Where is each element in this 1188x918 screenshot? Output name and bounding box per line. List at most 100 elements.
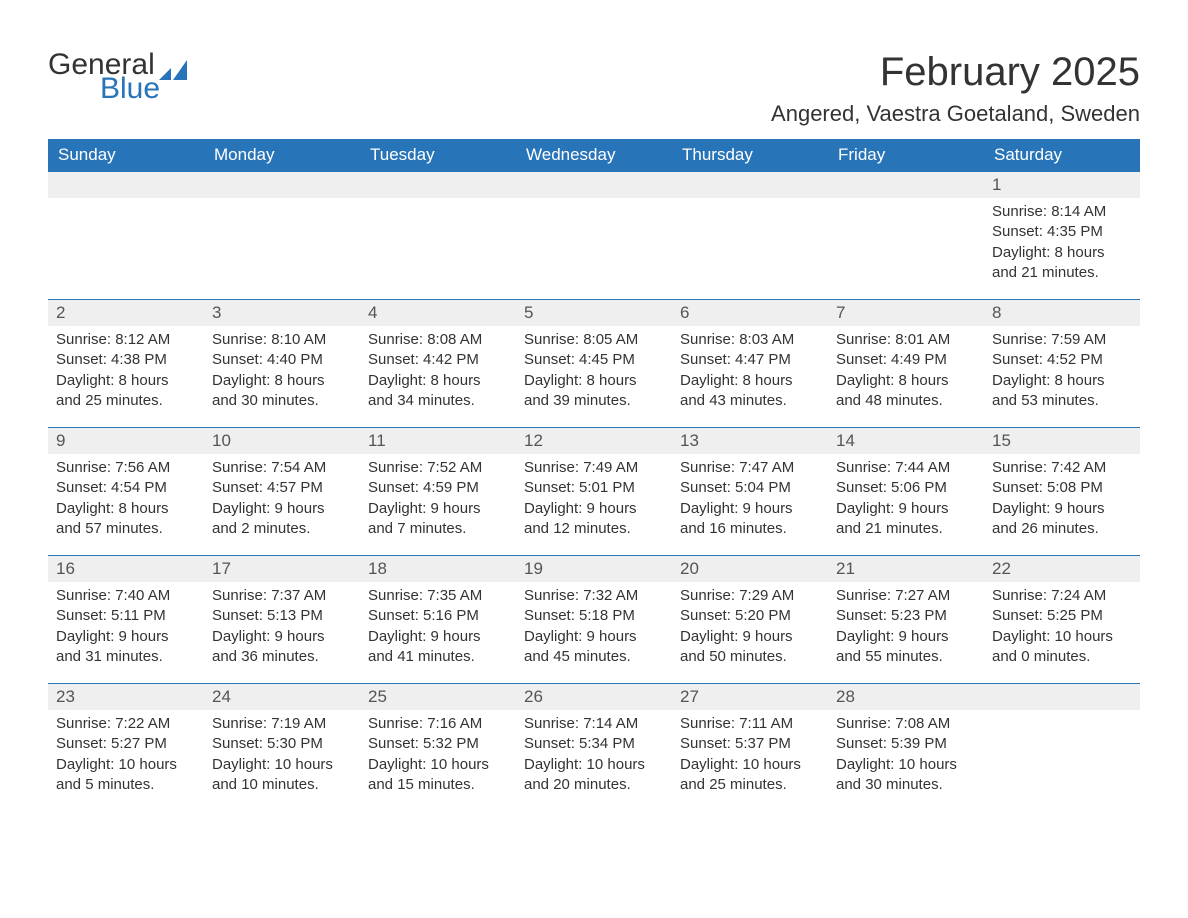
- calendar-day-cell: 21Sunrise: 7:27 AMSunset: 5:23 PMDayligh…: [828, 556, 984, 684]
- day-info: Sunrise: 8:12 AMSunset: 4:38 PMDaylight:…: [48, 326, 204, 419]
- sunrise-text: Sunrise: 8:10 AM: [212, 330, 352, 350]
- sunset-text: Sunset: 5:11 PM: [56, 606, 196, 626]
- logo: General Blue: [48, 50, 187, 104]
- month-title: February 2025: [771, 50, 1140, 95]
- day-header: Tuesday: [360, 139, 516, 172]
- daylight-text: Daylight: 8 hours and 39 minutes.: [524, 371, 664, 412]
- day-number: 4: [360, 300, 516, 326]
- day-number: 20: [672, 556, 828, 582]
- sunrise-text: Sunrise: 7:40 AM: [56, 586, 196, 606]
- sunset-text: Sunset: 5:20 PM: [680, 606, 820, 626]
- sunset-text: Sunset: 4:54 PM: [56, 478, 196, 498]
- sunrise-text: Sunrise: 7:11 AM: [680, 714, 820, 734]
- day-number: 12: [516, 428, 672, 454]
- calendar-day-cell: 23Sunrise: 7:22 AMSunset: 5:27 PMDayligh…: [48, 684, 204, 812]
- daylight-text: Daylight: 9 hours and 21 minutes.: [836, 499, 976, 540]
- day-info: Sunrise: 8:14 AMSunset: 4:35 PMDaylight:…: [984, 198, 1140, 291]
- day-info: Sunrise: 7:49 AMSunset: 5:01 PMDaylight:…: [516, 454, 672, 547]
- daylight-text: Daylight: 10 hours and 30 minutes.: [836, 755, 976, 796]
- day-info: Sunrise: 8:01 AMSunset: 4:49 PMDaylight:…: [828, 326, 984, 419]
- sunset-text: Sunset: 4:49 PM: [836, 350, 976, 370]
- sunrise-text: Sunrise: 8:08 AM: [368, 330, 508, 350]
- calendar-day-cell: 6Sunrise: 8:03 AMSunset: 4:47 PMDaylight…: [672, 300, 828, 428]
- day-header: Wednesday: [516, 139, 672, 172]
- day-number: 22: [984, 556, 1140, 582]
- day-number: 1: [984, 172, 1140, 198]
- day-number: 28: [828, 684, 984, 710]
- day-info: Sunrise: 7:40 AMSunset: 5:11 PMDaylight:…: [48, 582, 204, 675]
- day-info: Sunrise: 7:35 AMSunset: 5:16 PMDaylight:…: [360, 582, 516, 675]
- calendar-day-cell: [360, 172, 516, 300]
- daylight-text: Daylight: 9 hours and 16 minutes.: [680, 499, 820, 540]
- calendar-day-cell: 3Sunrise: 8:10 AMSunset: 4:40 PMDaylight…: [204, 300, 360, 428]
- day-number: 23: [48, 684, 204, 710]
- daylight-text: Daylight: 10 hours and 20 minutes.: [524, 755, 664, 796]
- sunrise-text: Sunrise: 8:03 AM: [680, 330, 820, 350]
- sunset-text: Sunset: 4:59 PM: [368, 478, 508, 498]
- sunset-text: Sunset: 5:27 PM: [56, 734, 196, 754]
- daylight-text: Daylight: 10 hours and 5 minutes.: [56, 755, 196, 796]
- day-number: 5: [516, 300, 672, 326]
- sunset-text: Sunset: 4:52 PM: [992, 350, 1132, 370]
- sunset-text: Sunset: 5:04 PM: [680, 478, 820, 498]
- page-header: General Blue February 2025 Angered, Vaes…: [48, 50, 1140, 127]
- sunrise-text: Sunrise: 8:05 AM: [524, 330, 664, 350]
- day-header: Friday: [828, 139, 984, 172]
- day-number: 18: [360, 556, 516, 582]
- calendar-day-cell: 19Sunrise: 7:32 AMSunset: 5:18 PMDayligh…: [516, 556, 672, 684]
- sunset-text: Sunset: 5:13 PM: [212, 606, 352, 626]
- sunrise-text: Sunrise: 7:37 AM: [212, 586, 352, 606]
- daylight-text: Daylight: 10 hours and 10 minutes.: [212, 755, 352, 796]
- calendar-week: 2Sunrise: 8:12 AMSunset: 4:38 PMDaylight…: [48, 300, 1140, 428]
- calendar-day-cell: 2Sunrise: 8:12 AMSunset: 4:38 PMDaylight…: [48, 300, 204, 428]
- calendar-day-cell: [204, 172, 360, 300]
- calendar-day-cell: [516, 172, 672, 300]
- day-info: Sunrise: 7:52 AMSunset: 4:59 PMDaylight:…: [360, 454, 516, 547]
- day-header-row: SundayMondayTuesdayWednesdayThursdayFrid…: [48, 139, 1140, 172]
- calendar-day-cell: [672, 172, 828, 300]
- sunrise-text: Sunrise: 8:12 AM: [56, 330, 196, 350]
- day-info: Sunrise: 8:05 AMSunset: 4:45 PMDaylight:…: [516, 326, 672, 419]
- sunrise-text: Sunrise: 7:49 AM: [524, 458, 664, 478]
- calendar-table: SundayMondayTuesdayWednesdayThursdayFrid…: [48, 139, 1140, 812]
- calendar-day-cell: 28Sunrise: 7:08 AMSunset: 5:39 PMDayligh…: [828, 684, 984, 812]
- day-info: Sunrise: 7:44 AMSunset: 5:06 PMDaylight:…: [828, 454, 984, 547]
- calendar-day-cell: 18Sunrise: 7:35 AMSunset: 5:16 PMDayligh…: [360, 556, 516, 684]
- sunrise-text: Sunrise: 7:47 AM: [680, 458, 820, 478]
- day-number: 11: [360, 428, 516, 454]
- sunset-text: Sunset: 4:47 PM: [680, 350, 820, 370]
- daylight-text: Daylight: 8 hours and 21 minutes.: [992, 243, 1132, 284]
- day-number: 9: [48, 428, 204, 454]
- sunrise-text: Sunrise: 7:56 AM: [56, 458, 196, 478]
- day-info: Sunrise: 7:42 AMSunset: 5:08 PMDaylight:…: [984, 454, 1140, 547]
- day-number: 25: [360, 684, 516, 710]
- sunset-text: Sunset: 4:38 PM: [56, 350, 196, 370]
- calendar-day-cell: 25Sunrise: 7:16 AMSunset: 5:32 PMDayligh…: [360, 684, 516, 812]
- daylight-text: Daylight: 10 hours and 25 minutes.: [680, 755, 820, 796]
- day-info: Sunrise: 7:22 AMSunset: 5:27 PMDaylight:…: [48, 710, 204, 803]
- day-number: 15: [984, 428, 1140, 454]
- daylight-text: Daylight: 8 hours and 57 minutes.: [56, 499, 196, 540]
- daylight-text: Daylight: 8 hours and 48 minutes.: [836, 371, 976, 412]
- day-number: 24: [204, 684, 360, 710]
- sunrise-text: Sunrise: 7:08 AM: [836, 714, 976, 734]
- sunset-text: Sunset: 5:01 PM: [524, 478, 664, 498]
- day-number: 7: [828, 300, 984, 326]
- calendar-day-cell: 15Sunrise: 7:42 AMSunset: 5:08 PMDayligh…: [984, 428, 1140, 556]
- day-header: Monday: [204, 139, 360, 172]
- calendar-day-cell: 22Sunrise: 7:24 AMSunset: 5:25 PMDayligh…: [984, 556, 1140, 684]
- daylight-text: Daylight: 8 hours and 25 minutes.: [56, 371, 196, 412]
- day-number: 26: [516, 684, 672, 710]
- daylight-text: Daylight: 9 hours and 36 minutes.: [212, 627, 352, 668]
- day-header: Thursday: [672, 139, 828, 172]
- calendar-week: 16Sunrise: 7:40 AMSunset: 5:11 PMDayligh…: [48, 556, 1140, 684]
- day-info: Sunrise: 7:59 AMSunset: 4:52 PMDaylight:…: [984, 326, 1140, 419]
- calendar-day-cell: 17Sunrise: 7:37 AMSunset: 5:13 PMDayligh…: [204, 556, 360, 684]
- sunset-text: Sunset: 5:08 PM: [992, 478, 1132, 498]
- logo-text-blue: Blue: [100, 74, 187, 104]
- day-info: Sunrise: 7:27 AMSunset: 5:23 PMDaylight:…: [828, 582, 984, 675]
- calendar-week: 23Sunrise: 7:22 AMSunset: 5:27 PMDayligh…: [48, 684, 1140, 812]
- sunrise-text: Sunrise: 7:19 AM: [212, 714, 352, 734]
- sunrise-text: Sunrise: 7:14 AM: [524, 714, 664, 734]
- daylight-text: Daylight: 10 hours and 0 minutes.: [992, 627, 1132, 668]
